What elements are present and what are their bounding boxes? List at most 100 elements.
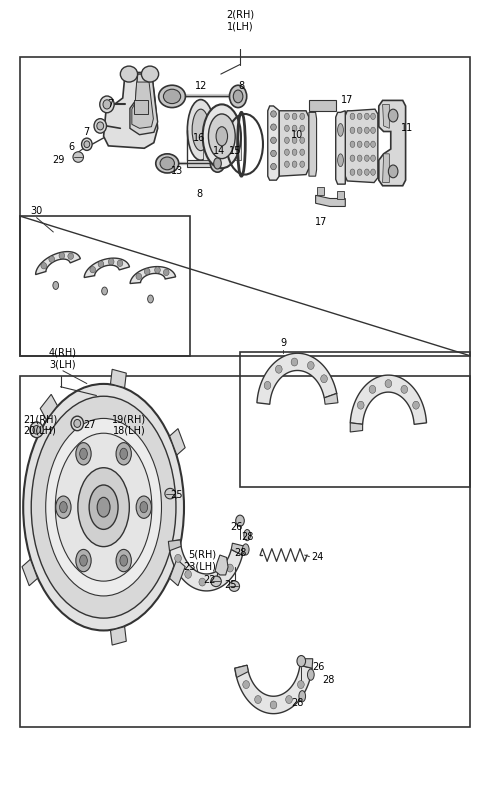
Ellipse shape (163, 269, 169, 276)
Ellipse shape (255, 696, 261, 704)
Polygon shape (316, 195, 345, 206)
Ellipse shape (84, 141, 90, 148)
Text: 21(RH)
20(LH): 21(RH) 20(LH) (23, 414, 57, 435)
Bar (20, 216, 190, 356)
Polygon shape (169, 428, 185, 455)
Ellipse shape (364, 155, 369, 161)
Ellipse shape (271, 111, 276, 117)
Ellipse shape (371, 169, 375, 175)
Ellipse shape (60, 502, 67, 513)
Ellipse shape (136, 273, 142, 280)
Polygon shape (215, 555, 228, 575)
Ellipse shape (214, 158, 221, 169)
Polygon shape (130, 267, 176, 284)
Ellipse shape (321, 375, 327, 383)
Ellipse shape (90, 267, 96, 273)
Ellipse shape (117, 260, 123, 267)
Polygon shape (383, 154, 389, 182)
Text: 27: 27 (83, 420, 96, 430)
Ellipse shape (385, 380, 392, 388)
Polygon shape (134, 101, 148, 114)
Ellipse shape (55, 433, 152, 581)
Ellipse shape (270, 701, 277, 709)
Ellipse shape (208, 114, 235, 159)
Polygon shape (110, 369, 126, 388)
Ellipse shape (285, 137, 289, 144)
Ellipse shape (357, 155, 362, 161)
Polygon shape (324, 393, 338, 404)
Text: 24: 24 (311, 551, 323, 562)
Ellipse shape (68, 253, 73, 260)
Ellipse shape (165, 488, 175, 499)
Polygon shape (104, 73, 157, 149)
Ellipse shape (203, 105, 241, 169)
Text: 8: 8 (196, 189, 203, 199)
Ellipse shape (371, 141, 375, 148)
Ellipse shape (371, 155, 375, 161)
Text: 11: 11 (401, 123, 414, 133)
Text: 2(RH)
1(LH): 2(RH) 1(LH) (226, 10, 254, 31)
Text: 17: 17 (315, 217, 327, 227)
Ellipse shape (233, 90, 243, 103)
Text: 10: 10 (291, 129, 303, 140)
Polygon shape (317, 187, 324, 195)
Ellipse shape (199, 578, 205, 586)
Ellipse shape (271, 150, 276, 157)
Text: 30: 30 (30, 206, 43, 216)
Ellipse shape (308, 669, 314, 680)
Polygon shape (40, 395, 58, 419)
Text: 25: 25 (170, 491, 183, 500)
Text: 28: 28 (323, 675, 335, 686)
Polygon shape (268, 106, 279, 180)
Bar (20, 376, 470, 726)
Ellipse shape (74, 419, 81, 427)
Text: 15: 15 (229, 145, 241, 156)
Ellipse shape (300, 137, 305, 144)
Polygon shape (309, 113, 317, 176)
Ellipse shape (78, 467, 129, 547)
Ellipse shape (76, 550, 91, 572)
Text: 26: 26 (230, 522, 242, 532)
Ellipse shape (357, 141, 362, 148)
Polygon shape (235, 666, 312, 714)
Text: 25: 25 (224, 579, 237, 590)
Ellipse shape (291, 358, 298, 366)
Ellipse shape (388, 109, 398, 122)
Ellipse shape (298, 681, 304, 689)
Bar (240, 352, 470, 487)
Ellipse shape (163, 89, 180, 104)
Ellipse shape (56, 496, 71, 519)
Ellipse shape (156, 154, 179, 173)
Ellipse shape (216, 127, 228, 146)
Polygon shape (169, 559, 185, 586)
Text: 16: 16 (193, 133, 205, 143)
Ellipse shape (300, 161, 305, 168)
Ellipse shape (413, 401, 420, 409)
Polygon shape (235, 666, 248, 678)
Ellipse shape (53, 281, 59, 289)
Polygon shape (187, 161, 214, 167)
Ellipse shape (243, 681, 250, 689)
Ellipse shape (292, 149, 297, 156)
Ellipse shape (187, 100, 214, 161)
Ellipse shape (292, 113, 297, 120)
Text: 5(RH)
23(LH): 5(RH) 23(LH) (183, 550, 216, 571)
Ellipse shape (100, 96, 114, 113)
Polygon shape (168, 540, 242, 591)
Ellipse shape (116, 443, 132, 465)
Ellipse shape (140, 502, 148, 513)
Ellipse shape (242, 544, 249, 555)
Ellipse shape (80, 448, 87, 459)
Ellipse shape (299, 690, 306, 702)
Ellipse shape (103, 100, 111, 109)
Ellipse shape (49, 256, 55, 262)
Ellipse shape (357, 127, 362, 133)
Ellipse shape (46, 419, 161, 596)
Ellipse shape (136, 496, 152, 519)
Ellipse shape (236, 515, 244, 527)
Polygon shape (130, 74, 157, 135)
Ellipse shape (102, 287, 108, 295)
Ellipse shape (33, 426, 40, 434)
Polygon shape (110, 626, 126, 645)
Polygon shape (350, 375, 427, 424)
